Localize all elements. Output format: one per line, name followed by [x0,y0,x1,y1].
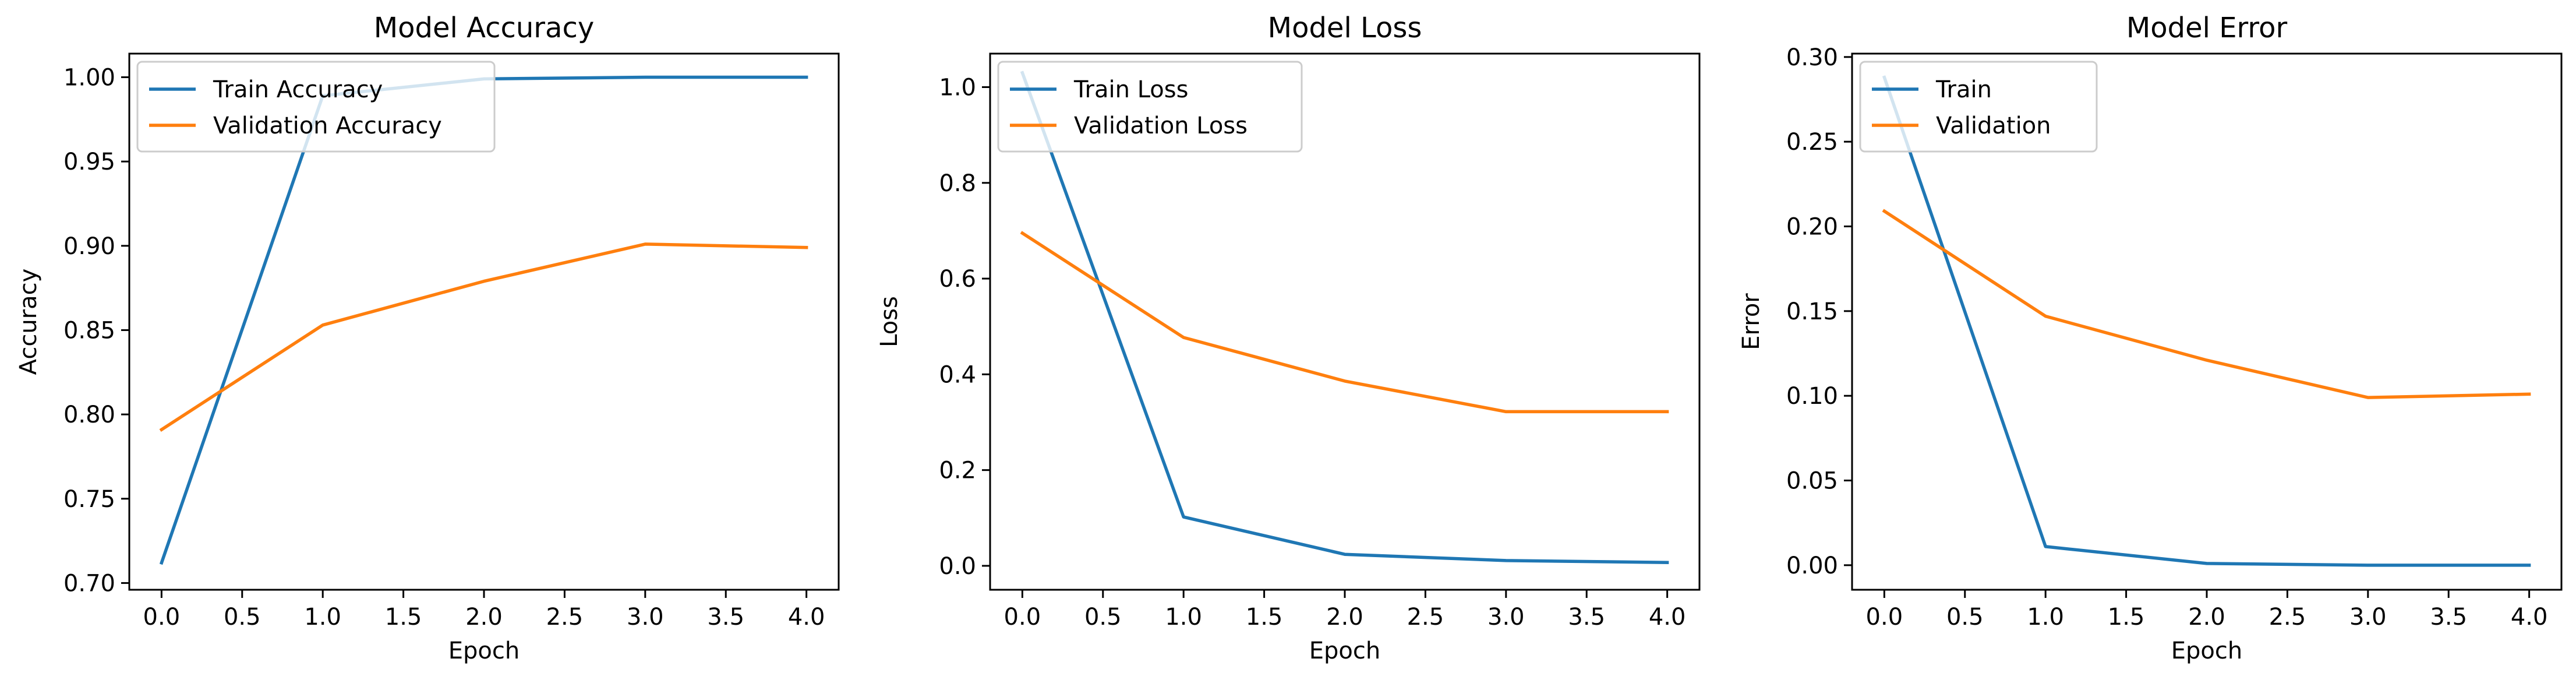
x-tick-label: 1.0 [304,604,341,631]
x-tick-label: 1.5 [2108,604,2145,631]
y-tick-label: 0.20 [1786,213,1838,240]
y-tick-label: 1.0 [939,75,976,101]
series-line-validation [1020,231,1669,414]
legend-label: Validation Loss [1074,112,1248,139]
x-tick-label: 2.5 [1407,604,1444,631]
y-tick-label: 0.0 [939,553,976,580]
x-tick-label: 0.5 [224,604,261,631]
y-tick-label: 0.80 [63,402,115,428]
legend-label: Train Loss [1073,76,1188,103]
legend-label: Train Accuracy [213,76,383,103]
y-tick-label: 0.8 [939,170,976,197]
y-axis-label: Loss [876,296,903,347]
y-tick-label: 0.6 [939,266,976,293]
y-tick-label: 0.90 [63,233,115,260]
legend-label: Validation [1936,112,2051,139]
chart-panel-2: Model Loss 0.0 0.5 1.0 1.5 2.0 2.5 3.0 3.5 4.0 0.0… [876,12,1701,664]
y-tick-label: 0.30 [1786,44,1838,71]
x-tick-label: 3.5 [2430,604,2467,631]
x-tick-label: 3.0 [1487,604,1525,631]
plot-frame [128,52,840,591]
y-tick-label: 0.4 [939,361,976,388]
x-axis-label: Epoch [2171,638,2242,664]
legend-label: Validation Accuracy [213,112,442,139]
plot-frame [1851,52,2563,591]
series-line-validation [159,242,808,432]
legend: Train Loss Validation Loss [997,61,1303,153]
y-tick-label: 1.00 [63,65,115,91]
chart-panel-1: Model Accuracy 0.0 0.5 1.0 1.5 2.0 2.5 3.0 3.5 4.… [15,12,840,664]
y-tick-label: 0.25 [1786,129,1838,156]
x-tick-label: 1.5 [385,604,422,631]
y-axis-label: Error [1738,293,1765,350]
x-tick-label: 4.0 [2511,604,2548,631]
plot-frame [989,52,1701,591]
y-tick-label: 0.15 [1786,298,1838,325]
x-tick-label: 2.0 [1326,604,1363,631]
x-tick-label: 3.5 [1568,604,1605,631]
series-line-train [1882,75,2531,567]
x-tick-label: 2.0 [465,604,503,631]
y-tick-label: 0.70 [63,570,115,597]
chart-panel-3: Model Error 0.0 0.5 1.0 1.5 2.0 2.5 3.0 3.5 4.0 0.… [1738,12,2563,664]
x-tick-label: 0.5 [1946,604,1984,631]
chart-title: Model Error [2126,12,2288,44]
x-tick-label: 1.5 [1246,604,1283,631]
chart-title: Model Accuracy [374,12,595,44]
y-tick-label: 0.00 [1786,552,1838,579]
x-tick-label: 1.0 [1165,604,1202,631]
x-tick-label: 0.5 [1084,604,1122,631]
x-tick-label: 2.5 [2269,604,2306,631]
y-tick-label: 0.85 [63,317,115,344]
x-tick-label: 0.0 [1866,604,1903,631]
y-tick-label: 0.2 [939,457,976,484]
x-tick-label: 3.5 [707,604,744,631]
y-tick-label: 0.75 [63,486,115,513]
x-tick-label: 0.0 [1004,604,1041,631]
x-tick-label: 3.0 [2349,604,2387,631]
x-tick-label: 4.0 [788,604,825,631]
series-line-train [1020,71,1669,564]
x-axis-label: Epoch [448,638,520,664]
x-tick-label: 3.0 [627,604,664,631]
y-tick-label: 0.95 [63,149,115,175]
legend-box [997,61,1303,153]
x-tick-label: 2.5 [546,604,584,631]
legend-label: Train [1935,76,1992,103]
y-axis-label: Accuracy [15,269,42,375]
x-tick-label: 2.0 [2188,604,2225,631]
series-line-validation [1882,209,2531,399]
x-tick-label: 0.0 [143,604,181,631]
chart-title: Model Loss [1268,12,1422,44]
x-axis-label: Epoch [1309,638,1380,664]
legend-box [136,61,496,153]
x-tick-label: 1.0 [2027,604,2064,631]
legend-box [1859,61,2098,153]
x-tick-label: 4.0 [1649,604,1686,631]
legend: Train Accuracy Validation Accuracy [136,61,496,153]
y-tick-label: 0.10 [1786,383,1838,410]
legend: Train Validation [1859,61,2098,153]
y-tick-label: 0.05 [1786,468,1838,495]
